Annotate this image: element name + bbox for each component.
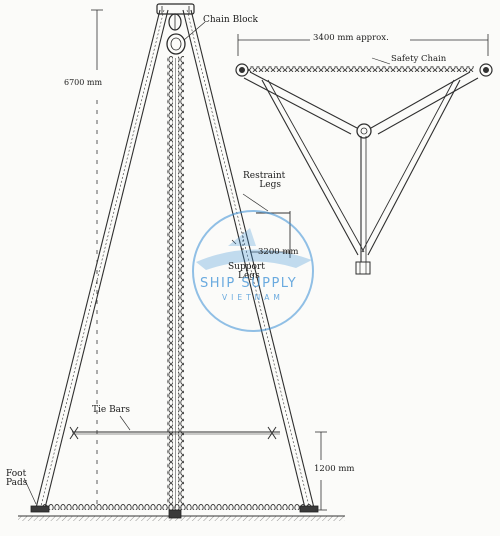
watermark-title: SHIP SUPPLY xyxy=(200,276,298,291)
support-dimension-label: 3200 mm xyxy=(258,247,299,257)
plan-view xyxy=(235,34,493,275)
hanging-chains xyxy=(167,56,184,510)
foot-pads-label: Foot Pads xyxy=(6,469,28,489)
chain-block-label: Chain Block xyxy=(203,15,258,25)
support-legs-label: Support Legs xyxy=(228,262,265,282)
foot-pads-line1: Foot xyxy=(6,469,27,479)
watermark-logo xyxy=(192,210,314,332)
watermark-subtitle: VIETNAM xyxy=(222,293,284,302)
support-legs-line2: Legs xyxy=(238,271,260,282)
support-legs-line1: Support xyxy=(228,262,265,272)
span-dimension-label: 3400 mm approx. xyxy=(313,33,389,43)
restraint-legs-label: Restraint Legs xyxy=(243,171,286,191)
height-dimension-label: 6700 mm xyxy=(64,78,103,87)
tie-bars-label: Tie Bars xyxy=(92,405,130,415)
ground-line xyxy=(18,515,345,521)
height-dimension xyxy=(91,9,103,510)
tripod-head xyxy=(156,3,195,31)
foot-pads-line2: Pads xyxy=(6,478,28,489)
safety-chain-label: Safety Chain xyxy=(391,54,447,64)
foot-pads xyxy=(23,477,319,519)
left-leg xyxy=(35,9,169,509)
tie-height-dimension xyxy=(315,431,327,511)
chain-block xyxy=(166,21,206,55)
restraint-legs-detail xyxy=(231,193,291,258)
base-tie-bar xyxy=(42,504,312,510)
restraint-legs-line1: Restraint xyxy=(243,171,286,181)
tie-height-dimension-label: 1200 mm xyxy=(313,464,356,474)
tie-bar xyxy=(69,415,280,440)
restraint-legs-line2: Legs xyxy=(259,180,281,191)
right-leg xyxy=(182,9,315,509)
